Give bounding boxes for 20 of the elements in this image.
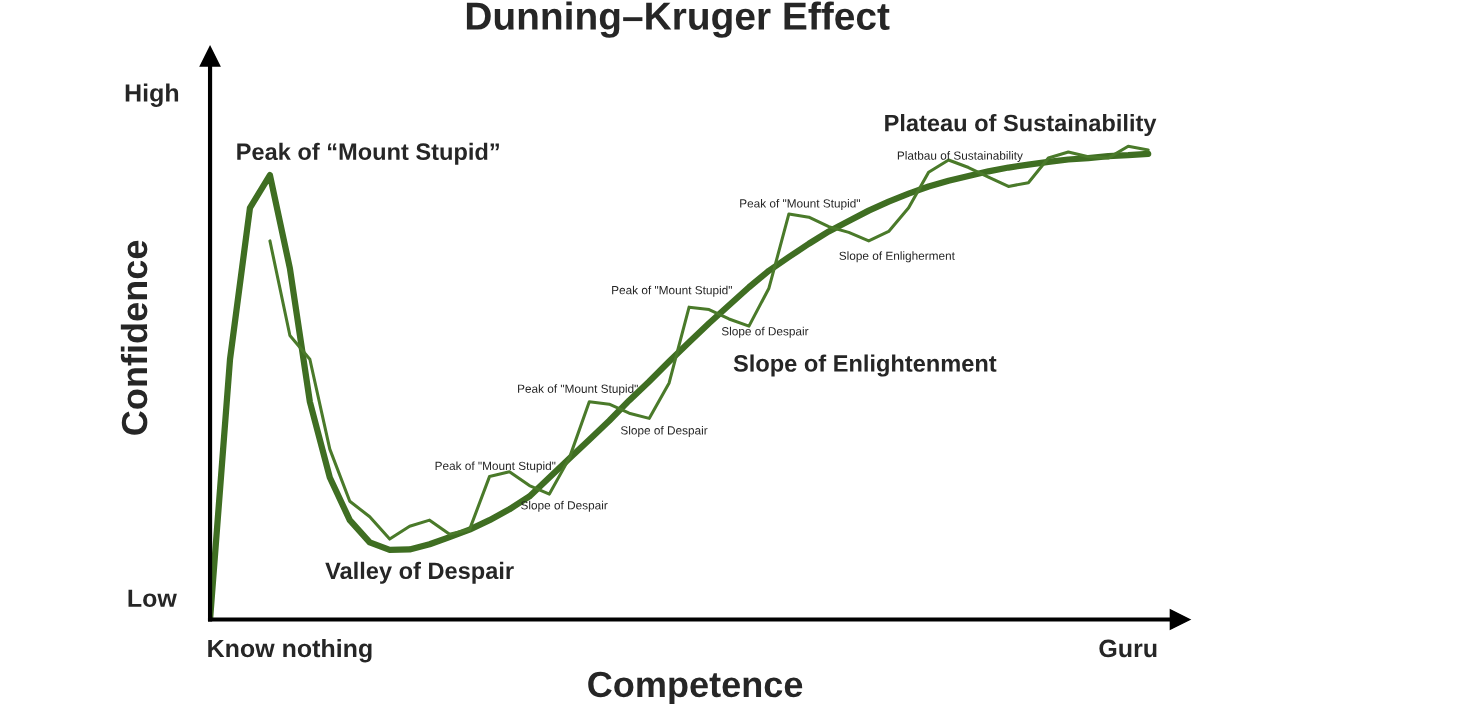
x-tick-label: Know nothing	[208, 638, 372, 663]
x-axis-title: Competence	[588, 671, 803, 704]
annotation: Slope of Despair	[521, 500, 608, 512]
y-axis-title: Confidence	[120, 240, 148, 435]
text: Low	[128, 589, 177, 608]
text: High	[125, 83, 179, 107]
annotation: Peak of "Mount Stupid"	[518, 384, 638, 396]
annotation: Peak of "Mount Stupid"	[740, 198, 860, 210]
annotation: Slope of Despair	[620, 425, 708, 437]
annotation: Slope of Enligherment	[839, 251, 955, 263]
x-tick-label: Guru	[1099, 639, 1157, 658]
annotation: Slope of Despair	[721, 326, 809, 338]
annotation: Slope of Enlightenment	[733, 354, 997, 377]
text: Plateau of Sustainability	[885, 114, 1157, 137]
annotation: Platbau of Sustainability	[897, 151, 1023, 163]
annotation: Valley of Despair	[325, 561, 514, 584]
annotation: Peak of "Mount Stupid"	[435, 461, 556, 473]
annotation: Peak of "Mount Stupid"	[612, 285, 732, 297]
annotation: Peak of “Mount Stupid”	[237, 142, 499, 165]
chart-title: Dunning–Kruger Effect	[466, 1, 890, 38]
